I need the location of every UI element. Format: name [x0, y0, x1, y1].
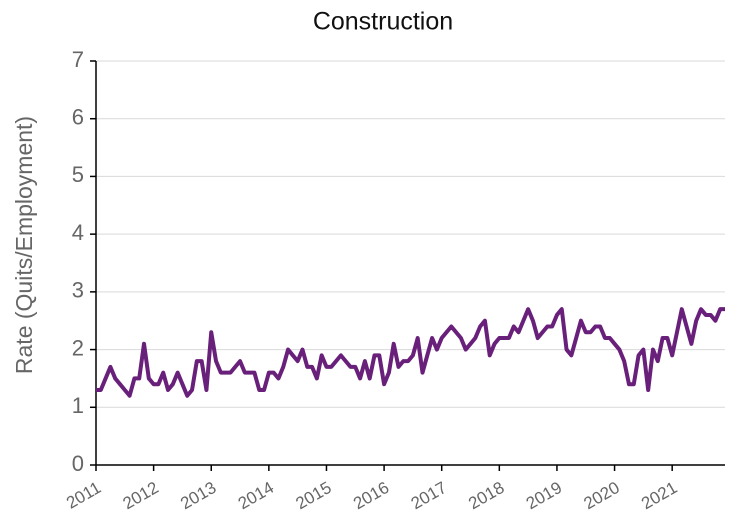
y-tick-label: 2	[72, 335, 84, 360]
x-tick-label: 2011	[63, 478, 104, 513]
y-tick-label: 4	[72, 220, 84, 245]
chart-title: Construction	[313, 8, 453, 36]
y-tick-label: 7	[72, 47, 84, 72]
x-tick-label: 2019	[523, 478, 565, 513]
x-tick-label: 2013	[177, 478, 219, 513]
x-tick-label: 2021	[638, 478, 680, 513]
x-tick-label: 2016	[350, 478, 392, 513]
x-tick-label: 2014	[235, 478, 277, 513]
y-tick-label: 6	[72, 105, 84, 130]
y-tick-label: 1	[72, 393, 84, 418]
data-line	[96, 307, 725, 398]
y-tick-label: 0	[72, 451, 84, 476]
x-tick-label: 2012	[120, 478, 162, 513]
x-tick-label: 2018	[465, 478, 507, 513]
x-tick-label: 2015	[292, 478, 334, 513]
x-tick-label: 2017	[408, 478, 450, 513]
y-axis-label: Rate (Quits/Employment)	[11, 116, 37, 374]
y-tick-label: 3	[72, 278, 84, 303]
x-tick-label: 2020	[581, 478, 623, 513]
y-tick-label: 5	[72, 162, 84, 187]
